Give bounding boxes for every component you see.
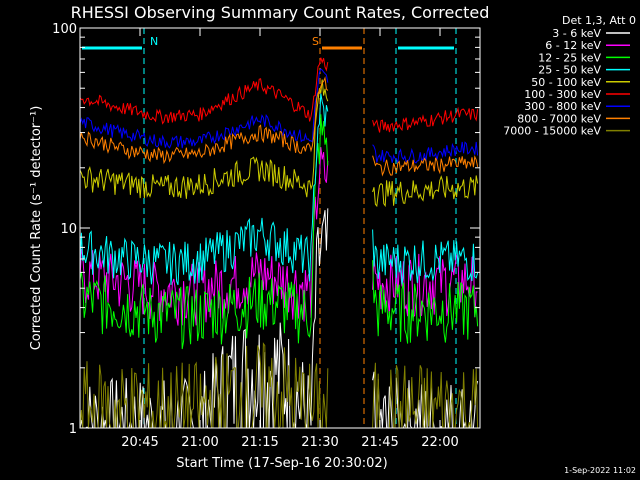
x-axis-label: Start Time (17-Sep-16 20:30:02) <box>176 456 387 471</box>
series-line-12-25kev <box>79 114 479 350</box>
legend-label-5: 100 - 300 keV <box>524 88 601 101</box>
x-tick-label-4: 21:45 <box>361 435 398 450</box>
legend-title: Det 1,3, Att 0 <box>562 14 636 27</box>
series-line-7000-15000kev <box>79 342 479 430</box>
legend-label-4: 50 - 100 keV <box>531 76 601 89</box>
x-tick-label-2: 21:15 <box>241 435 278 450</box>
legend-label-0: 3 - 6 keV <box>552 27 601 40</box>
legend-label-7: 800 - 7000 keV <box>517 112 601 125</box>
y-tick-label-0: 1 <box>69 422 77 437</box>
x-tick-label-0: 20:45 <box>121 435 158 450</box>
y-tick-label-2: 100 <box>52 22 77 37</box>
legend-label-3: 25 - 50 keV <box>538 64 601 77</box>
legend-label-1: 6 - 12 keV <box>545 39 601 52</box>
y-tick-label-1: 10 <box>60 222 77 237</box>
series-line-300-800kev <box>79 68 479 164</box>
x-tick-label-3: 21:30 <box>301 435 338 450</box>
timestamp-label: 1-Sep-2022 11:02 <box>564 466 636 475</box>
series-line-100-300kev <box>79 57 479 133</box>
legend-label-6: 300 - 800 keV <box>524 100 601 113</box>
legend-label-8: 7000 - 15000 keV <box>503 125 601 138</box>
x-tick-label-1: 21:00 <box>181 435 218 450</box>
series-line-50-100kev <box>79 79 479 208</box>
annotation-label-0: N <box>150 35 158 48</box>
axes: 20:45 21:00 21:15 21:30 21:45 22:00 1 10 100 <box>52 22 480 450</box>
y-axis-label: Corrected Count Rate (s⁻¹ detector⁻¹) <box>29 106 44 351</box>
series-line-25-50kev <box>79 93 479 286</box>
x-tick-label-5: 22:00 <box>421 435 458 450</box>
legend-label-2: 12 - 25 keV <box>538 51 601 64</box>
series-line-800-7000kev <box>79 76 479 177</box>
chart-title: RHESSI Observing Summary Count Rates, Co… <box>71 3 490 22</box>
annotation-label-1: S <box>312 35 319 48</box>
